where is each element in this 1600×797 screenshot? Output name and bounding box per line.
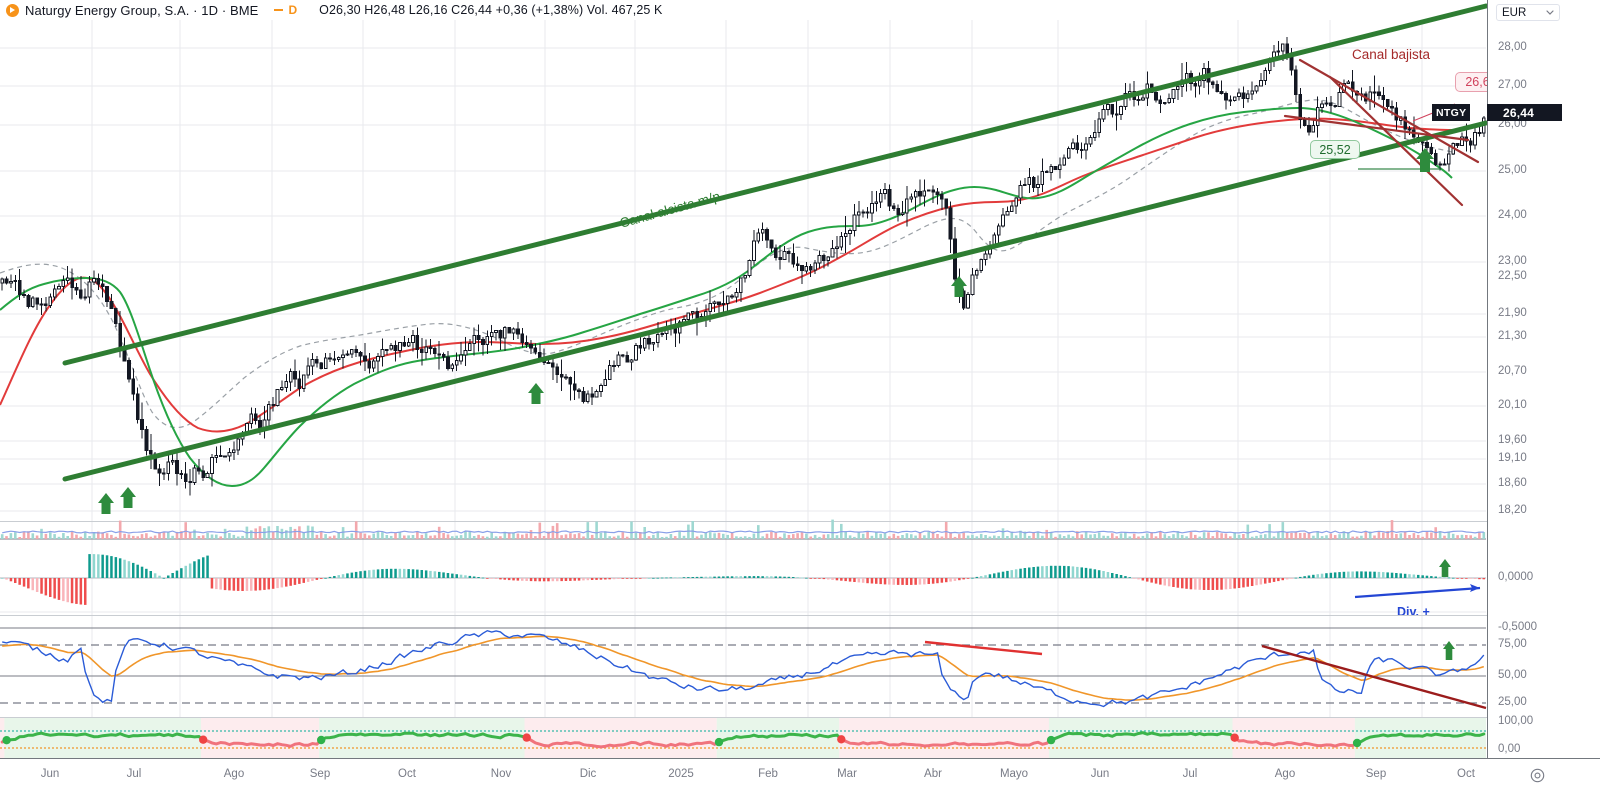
time-axis-tick: 2025 [668, 768, 694, 780]
rsi-pane[interactable] [0, 616, 1487, 718]
buy-arrow-icon [528, 383, 544, 404]
time-axis[interactable]: Jun Jul Ago Sep Oct Nov Dic 2025 Feb Mar Abr Mayo Ju… [0, 758, 1600, 797]
time-axis-tick: Nov [490, 768, 512, 780]
volume-macd-pane[interactable]: Div. + [0, 519, 1486, 619]
candlestick-series [0, 37, 1486, 496]
volume-ma-line [2, 530, 1484, 534]
time-axis-tick: Jul [1182, 768, 1198, 780]
price-axis-tick: -0,5000 [1498, 621, 1538, 633]
channel-lower-line [62, 120, 1489, 482]
price-axis-tick: 25,00 [1498, 164, 1527, 176]
price-axis-tick: 50,00 [1498, 669, 1527, 681]
bearish-lower-line [1328, 75, 1464, 207]
interval-label: D [288, 3, 298, 17]
time-axis-tick: Feb [758, 768, 778, 780]
divergence-arrowhead-icon [1470, 584, 1480, 592]
bullish-channel[interactable] [62, 3, 1489, 482]
rsi-line [2, 629, 1485, 708]
price-axis-tick: 25,00 [1498, 696, 1527, 708]
price-pane-canvas [0, 3, 1489, 522]
bearish-channel[interactable] [1283, 58, 1480, 207]
buy-arrow-icon [951, 276, 967, 297]
price-axis-tick: 26,00 [1498, 118, 1527, 130]
buy-arrow-icon [1416, 148, 1434, 172]
price-axis-tick: 18,60 [1498, 477, 1527, 489]
time-axis-tick: Ago [1274, 768, 1296, 780]
price-pane[interactable]: Canal alcista m/p Canal bajista 26,62 25… [0, 3, 1507, 522]
price-axis[interactable]: EUR 28,00 27,00 26,00 25,00 24,00 23,00 22,50 2… [1487, 0, 1600, 758]
price-axis-tick: 20,70 [1498, 365, 1527, 377]
price-axis-tick: 27,00 [1498, 79, 1527, 91]
time-axis-tick: Ago [223, 768, 245, 780]
time-axis-tick: Abr [924, 768, 942, 780]
time-axis-tick: Dic [579, 768, 597, 780]
price-axis-tick: 20,10 [1498, 399, 1527, 411]
trend-indicator-canvas [0, 718, 1486, 758]
rsi-trendline-long[interactable] [1261, 644, 1487, 710]
price-axis-tick: 24,00 [1498, 209, 1527, 221]
price-axis-tick: 23,00 [1498, 255, 1527, 267]
bearish-aux-line [1283, 114, 1470, 142]
annotation-canal-bajista[interactable]: Canal bajista [1352, 47, 1431, 62]
interval-badge[interactable]: D [274, 3, 297, 17]
time-axis-tick: Sep [309, 768, 331, 780]
time-axis-tick: Mayo [999, 768, 1029, 780]
price-axis-tick: 0,0000 [1498, 571, 1534, 583]
time-axis-tick: Oct [1457, 768, 1475, 780]
vertical-gridlines [91, 20, 1423, 522]
price-box-lower[interactable]: 25,52 [1310, 140, 1360, 159]
currency-label: EUR [1502, 6, 1527, 19]
volume-bars [0, 519, 1486, 539]
macd-histogram-bars [0, 554, 1485, 605]
price-axis-tick: 21,30 [1498, 330, 1527, 342]
time-axis-tick: Sep [1365, 768, 1387, 780]
pane-divider[interactable] [0, 615, 1600, 616]
time-axis-tick: Jul [126, 768, 142, 780]
price-axis-tick: 28,00 [1498, 41, 1527, 53]
price-axis-tick: 21,90 [1498, 307, 1527, 319]
pane-divider[interactable] [0, 521, 1600, 522]
buy-arrow-icon [98, 493, 114, 514]
price-axis-tick: 100,00 [1498, 715, 1534, 727]
rsi-ma-line [2, 635, 1485, 701]
price-axis-tick: 22,50 [1498, 270, 1527, 282]
currency-selector[interactable]: EUR [1496, 4, 1560, 21]
vertical-gridlines [91, 616, 1423, 718]
time-axis-tick: Mar [837, 768, 857, 780]
buy-arrow-icon [120, 487, 136, 508]
price-axis-tick: 18,20 [1498, 504, 1527, 516]
chart-header: Naturgy Energy Group, S.A. · 1D · BME D … [0, 0, 1600, 20]
time-axis-tick: Oct [398, 768, 416, 780]
dash-icon [274, 9, 284, 11]
symbol-title[interactable]: Naturgy Energy Group, S.A. · 1D · BME [25, 2, 259, 18]
price-axis-tick: 19,10 [1498, 452, 1527, 464]
ohlc-values: O26,30 H26,48 L26,16 C26,44 +0,36 (+1,38… [319, 3, 663, 17]
buy-arrow-markers [98, 148, 1434, 514]
buy-arrow-icon [1443, 641, 1455, 660]
ticker-badge: NTGY [1432, 104, 1471, 121]
pane-divider[interactable] [0, 717, 1600, 718]
chevron-down-icon [1546, 10, 1554, 15]
rsi-trendline-short[interactable] [924, 640, 1043, 656]
macd-divergence-line[interactable] [1354, 586, 1481, 599]
gear-icon[interactable] [1530, 768, 1545, 783]
price-axis-tick: 19,60 [1498, 434, 1527, 446]
channel-upper-line [62, 3, 1489, 366]
trend-indicator-pane[interactable] [0, 718, 1486, 758]
buy-arrow-icon [1439, 559, 1451, 577]
price-axis-tick: 0,00 [1498, 743, 1521, 755]
ma-dashed-line [0, 99, 1453, 429]
volume-macd-canvas [0, 519, 1486, 616]
trend-line-bullish [5, 731, 1486, 745]
trend-signal-dots [2, 733, 1362, 748]
time-axis-tick: Jun [1090, 768, 1110, 780]
naturgy-logo-icon [6, 3, 19, 17]
price-axis-tick: 75,00 [1498, 638, 1527, 650]
rsi-canvas [0, 616, 1487, 718]
time-axis-tick: Jun [40, 768, 60, 780]
last-price-badge: 26,44 [1487, 104, 1562, 121]
